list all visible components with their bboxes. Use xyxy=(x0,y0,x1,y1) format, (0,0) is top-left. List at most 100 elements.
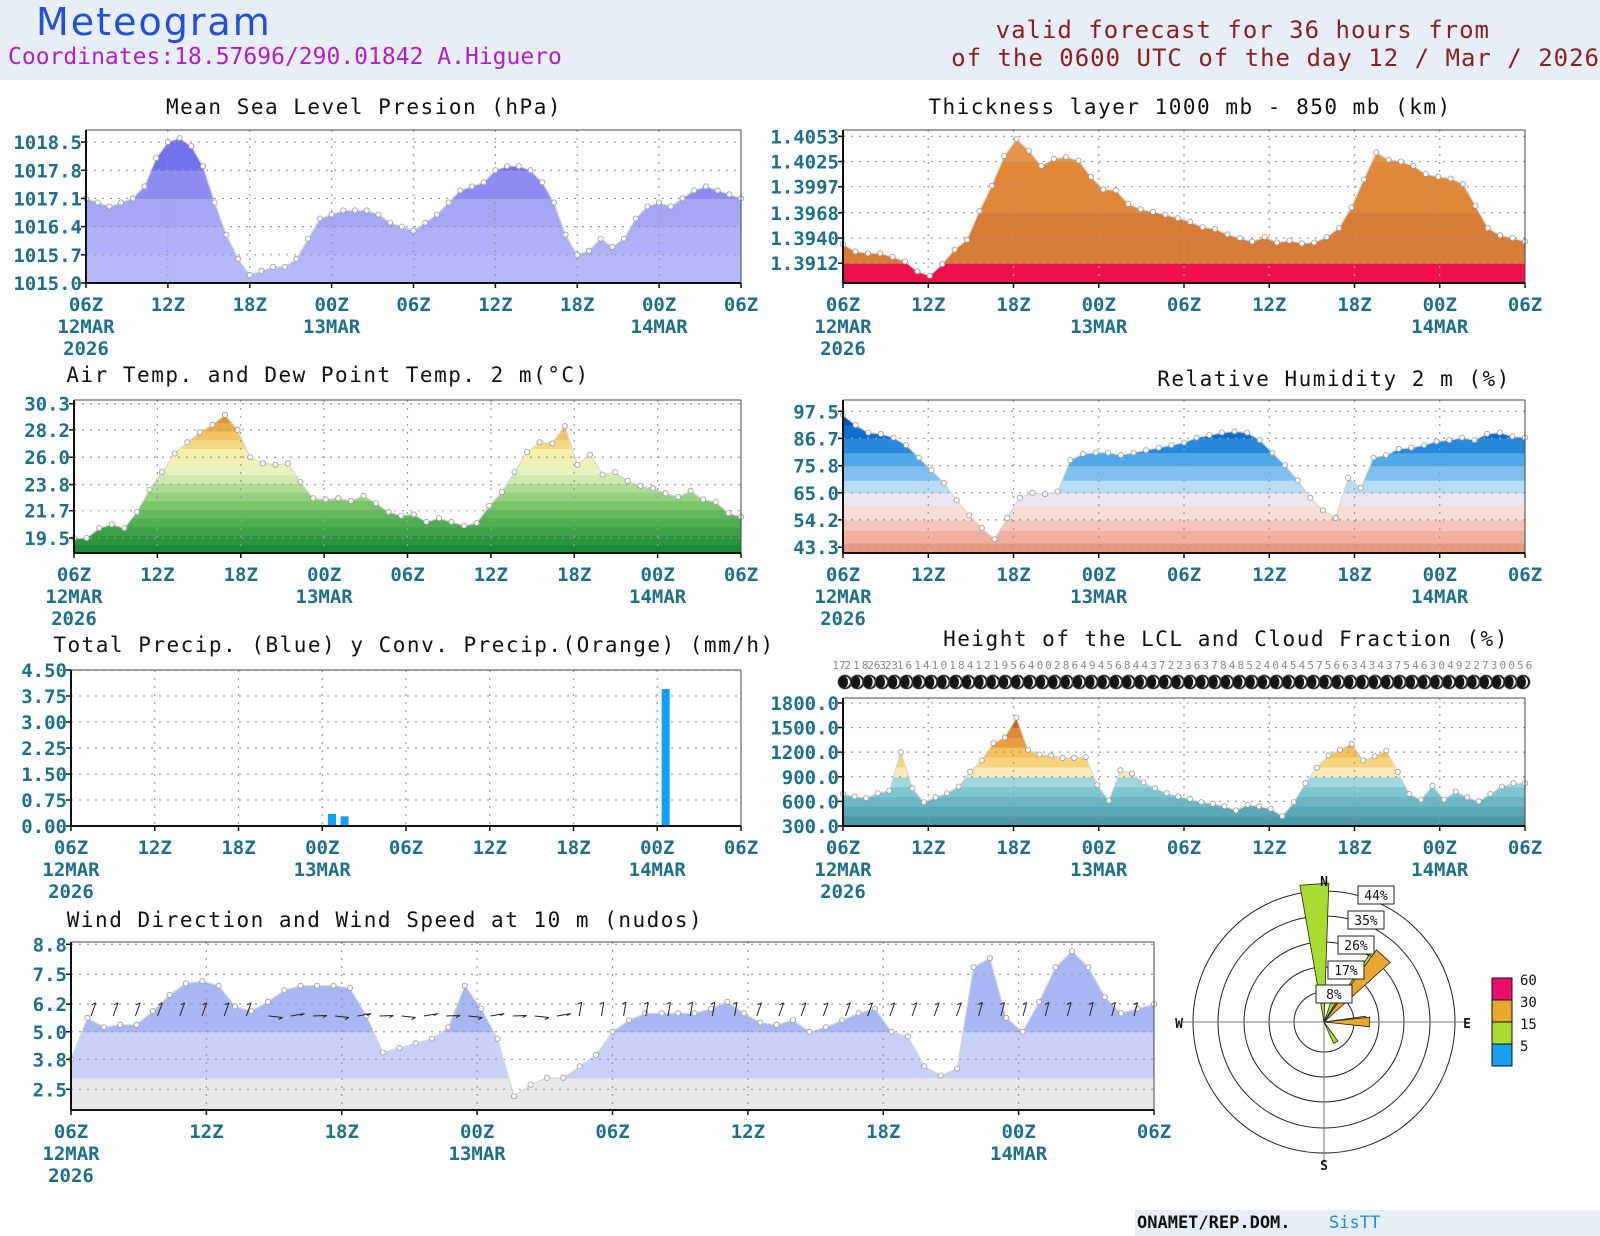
data-point xyxy=(852,248,859,255)
data-point xyxy=(1307,494,1314,501)
data-point xyxy=(1267,805,1274,812)
data-point xyxy=(915,454,922,461)
data-point xyxy=(991,536,998,543)
x-tick-label: 06Z xyxy=(69,294,103,316)
x-date-label: 12MAR xyxy=(42,1143,100,1165)
wind-barb-feather xyxy=(91,1002,97,1006)
x-tick-label: 00Z xyxy=(640,564,674,586)
area-band xyxy=(74,544,741,553)
y-tick-label: 900.0 xyxy=(782,767,839,789)
panel-temperature: Air Temp. and Dew Point Temp. 2 m(°C) 30.… xyxy=(24,363,758,630)
rose-ring-label-box xyxy=(1357,885,1395,905)
data-point xyxy=(939,261,946,268)
data-point xyxy=(108,521,115,528)
area-band xyxy=(74,518,741,528)
x-tick-label: 06Z xyxy=(396,294,430,316)
data-point xyxy=(527,167,534,174)
data-point xyxy=(921,1063,928,1070)
data-point xyxy=(412,1040,419,1047)
data-point xyxy=(1421,442,1428,449)
data-point xyxy=(1001,153,1008,160)
data-point xyxy=(740,1010,747,1017)
data-point xyxy=(978,524,985,531)
data-point xyxy=(457,187,464,194)
data-point xyxy=(1371,753,1378,760)
rose-direction-s: S xyxy=(1320,1159,1328,1174)
data-point xyxy=(410,511,417,518)
area-fill xyxy=(74,414,741,553)
cloud-fraction-value: 4 xyxy=(1412,659,1419,672)
data-point xyxy=(932,794,939,801)
cloud-cover-icon-light xyxy=(1275,676,1282,688)
data-point xyxy=(864,250,871,257)
y-tick-label: 8.8 xyxy=(33,934,67,956)
data-point xyxy=(1140,779,1147,786)
data-point xyxy=(379,1049,386,1056)
cloud-cover-icon-light xyxy=(1226,676,1233,688)
data-point xyxy=(1105,797,1112,804)
data-point xyxy=(990,740,997,747)
area-band xyxy=(843,816,1525,826)
wind-barb xyxy=(889,1002,896,1017)
area-band xyxy=(843,492,1525,506)
cloud-fraction-value: 1 xyxy=(949,659,956,672)
x-date-label: 14MAR xyxy=(631,316,689,338)
data-point xyxy=(433,211,440,218)
wind-barb xyxy=(911,1002,918,1017)
cloud-cover-icon-light xyxy=(1472,676,1479,688)
y-tick-label: 3.00 xyxy=(21,712,67,734)
wind-barb-feather xyxy=(499,1013,505,1017)
data-point xyxy=(1348,740,1355,747)
cloud-cover-icon-light xyxy=(1300,676,1307,688)
data-point xyxy=(543,1074,550,1081)
area-band xyxy=(74,474,741,484)
cloud-cover-icon-light xyxy=(1386,676,1393,688)
data-point xyxy=(1458,434,1465,441)
data-point xyxy=(486,502,493,509)
x-date-label: 12MAR xyxy=(42,859,100,881)
wind-barb xyxy=(1022,1002,1028,1017)
data-point xyxy=(129,195,136,202)
y-tick-label: 54.2 xyxy=(793,510,839,532)
data-point xyxy=(609,1028,616,1035)
cloud-cover-icon-light xyxy=(1164,676,1171,688)
data-point xyxy=(1212,225,1219,232)
data-point xyxy=(492,167,499,174)
data-point xyxy=(562,231,569,238)
data-point xyxy=(773,1021,780,1028)
data-point xyxy=(1332,514,1339,521)
x-date-label: 13MAR xyxy=(1070,316,1128,338)
cloud-cover-icon-light xyxy=(1287,676,1294,688)
cloud-cover-icon-light xyxy=(1374,676,1381,688)
area-band xyxy=(71,1077,1154,1110)
data-point xyxy=(1024,746,1031,753)
x-date-label: 12MAR xyxy=(57,316,115,338)
data-point xyxy=(1290,799,1297,806)
data-point xyxy=(1198,799,1205,806)
wind-barb xyxy=(1000,1002,1005,1017)
cloud-cover-icon-light xyxy=(905,676,912,688)
wind-barb xyxy=(645,1002,649,1017)
data-point xyxy=(1048,752,1055,759)
cloud-fraction-value: 4 xyxy=(1447,659,1454,672)
data-point xyxy=(1013,714,1020,721)
cloud-cover-icon-light xyxy=(1411,676,1418,688)
data-point xyxy=(966,512,973,519)
y-tick-label: 19.5 xyxy=(24,528,70,550)
wind-barb-feather xyxy=(666,1001,671,1005)
panel-thickness: Thickness layer 1000 mb - 850 mb (km) 1.4… xyxy=(770,95,1542,360)
cloud-fraction-value: 2 xyxy=(1054,659,1061,672)
wind-barb xyxy=(490,1013,505,1017)
data-point xyxy=(560,1074,567,1081)
cloud-cover-icon-light xyxy=(1238,676,1245,688)
data-point xyxy=(1026,147,1033,154)
rose-petal xyxy=(1323,1016,1370,1028)
rose-ring-label-box xyxy=(1327,960,1365,980)
data-point xyxy=(1429,782,1436,789)
data-point xyxy=(1143,447,1150,454)
data-point xyxy=(1067,457,1074,464)
x-tick-label: 00Z xyxy=(314,294,348,316)
data-point xyxy=(422,219,429,226)
data-point xyxy=(363,207,370,214)
data-point xyxy=(478,1005,485,1012)
